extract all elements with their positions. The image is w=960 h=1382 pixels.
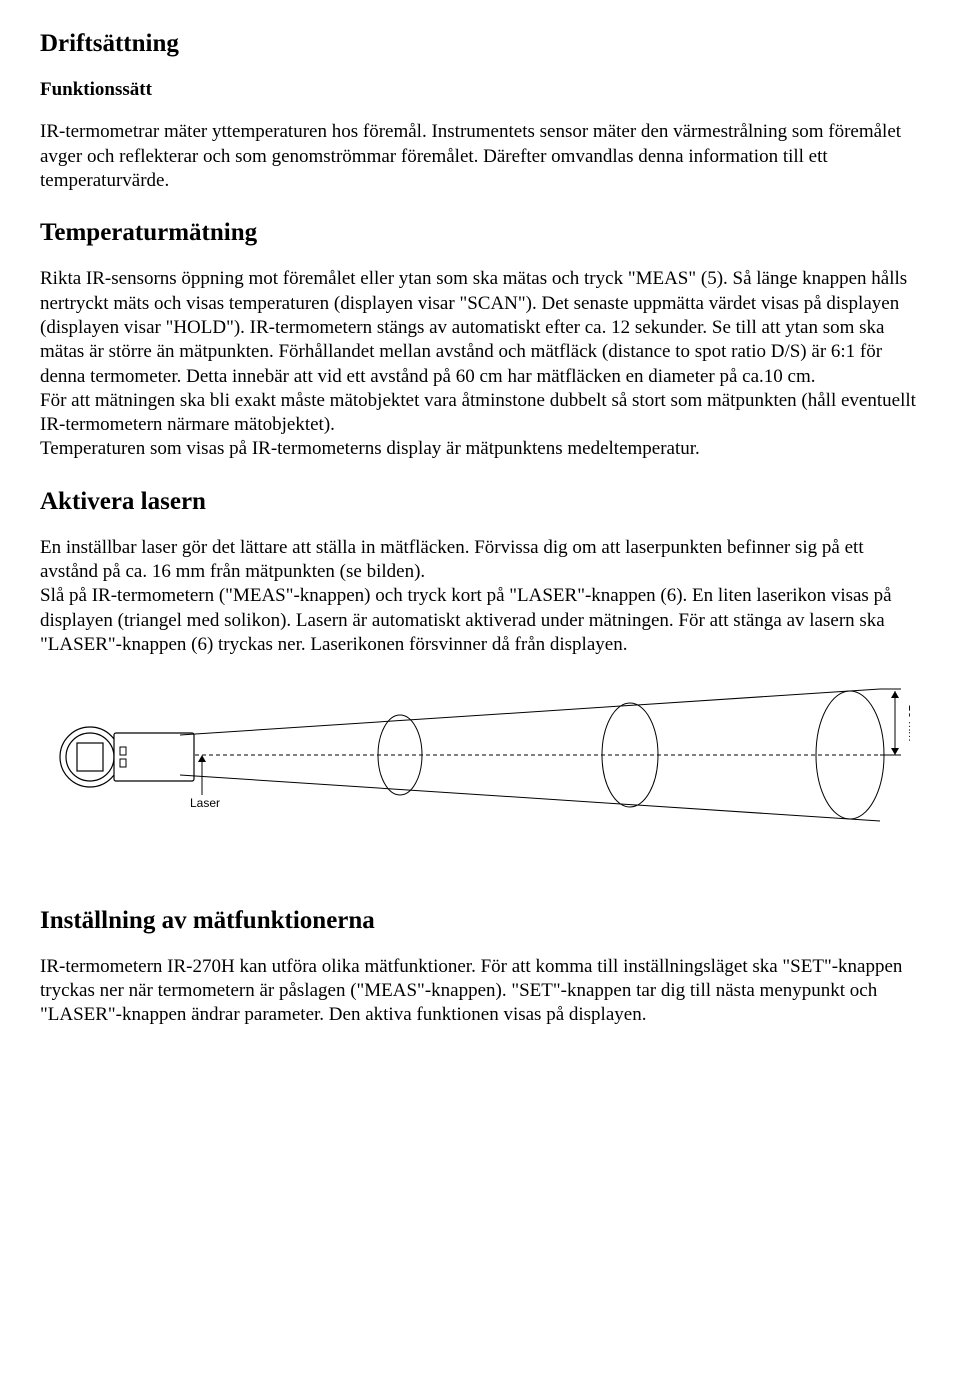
section-aktivera-lasern-title: Aktivera lasern — [40, 486, 920, 518]
section-temperaturmatning-title: Temperaturmätning — [40, 217, 920, 249]
laser-diagram-svg: Laser 16 mm — [40, 677, 910, 837]
section-funktionssatt-title: Funktionssätt — [40, 78, 920, 102]
section-installning-title: Inställning av mätfunktionerna — [40, 905, 920, 937]
section-temperaturmatning-p3: Temperaturen som visas på IR-termometern… — [40, 437, 920, 461]
section-temperaturmatning-p2: För att mätningen ska bli exakt måste mä… — [40, 389, 920, 438]
svg-text:Laser: Laser — [190, 796, 220, 810]
section-installning-p1: IR-termometern IR-270H kan utföra olika … — [40, 955, 920, 1028]
svg-text:16 mm: 16 mm — [906, 705, 910, 742]
laser-diagram: Laser 16 mm — [40, 677, 920, 844]
section-aktivera-lasern-p2: Slå på IR-termometern ("MEAS"-knappen) o… — [40, 584, 920, 657]
section-aktivera-lasern-p1: En inställbar laser gör det lättare att … — [40, 536, 920, 585]
section-funktionssatt-body: IR-termometrar mäter yttemperaturen hos … — [40, 120, 920, 193]
page-title: Driftsättning — [40, 28, 920, 60]
section-temperaturmatning-p1: Rikta IR-sensorns öppning mot föremålet … — [40, 267, 920, 389]
